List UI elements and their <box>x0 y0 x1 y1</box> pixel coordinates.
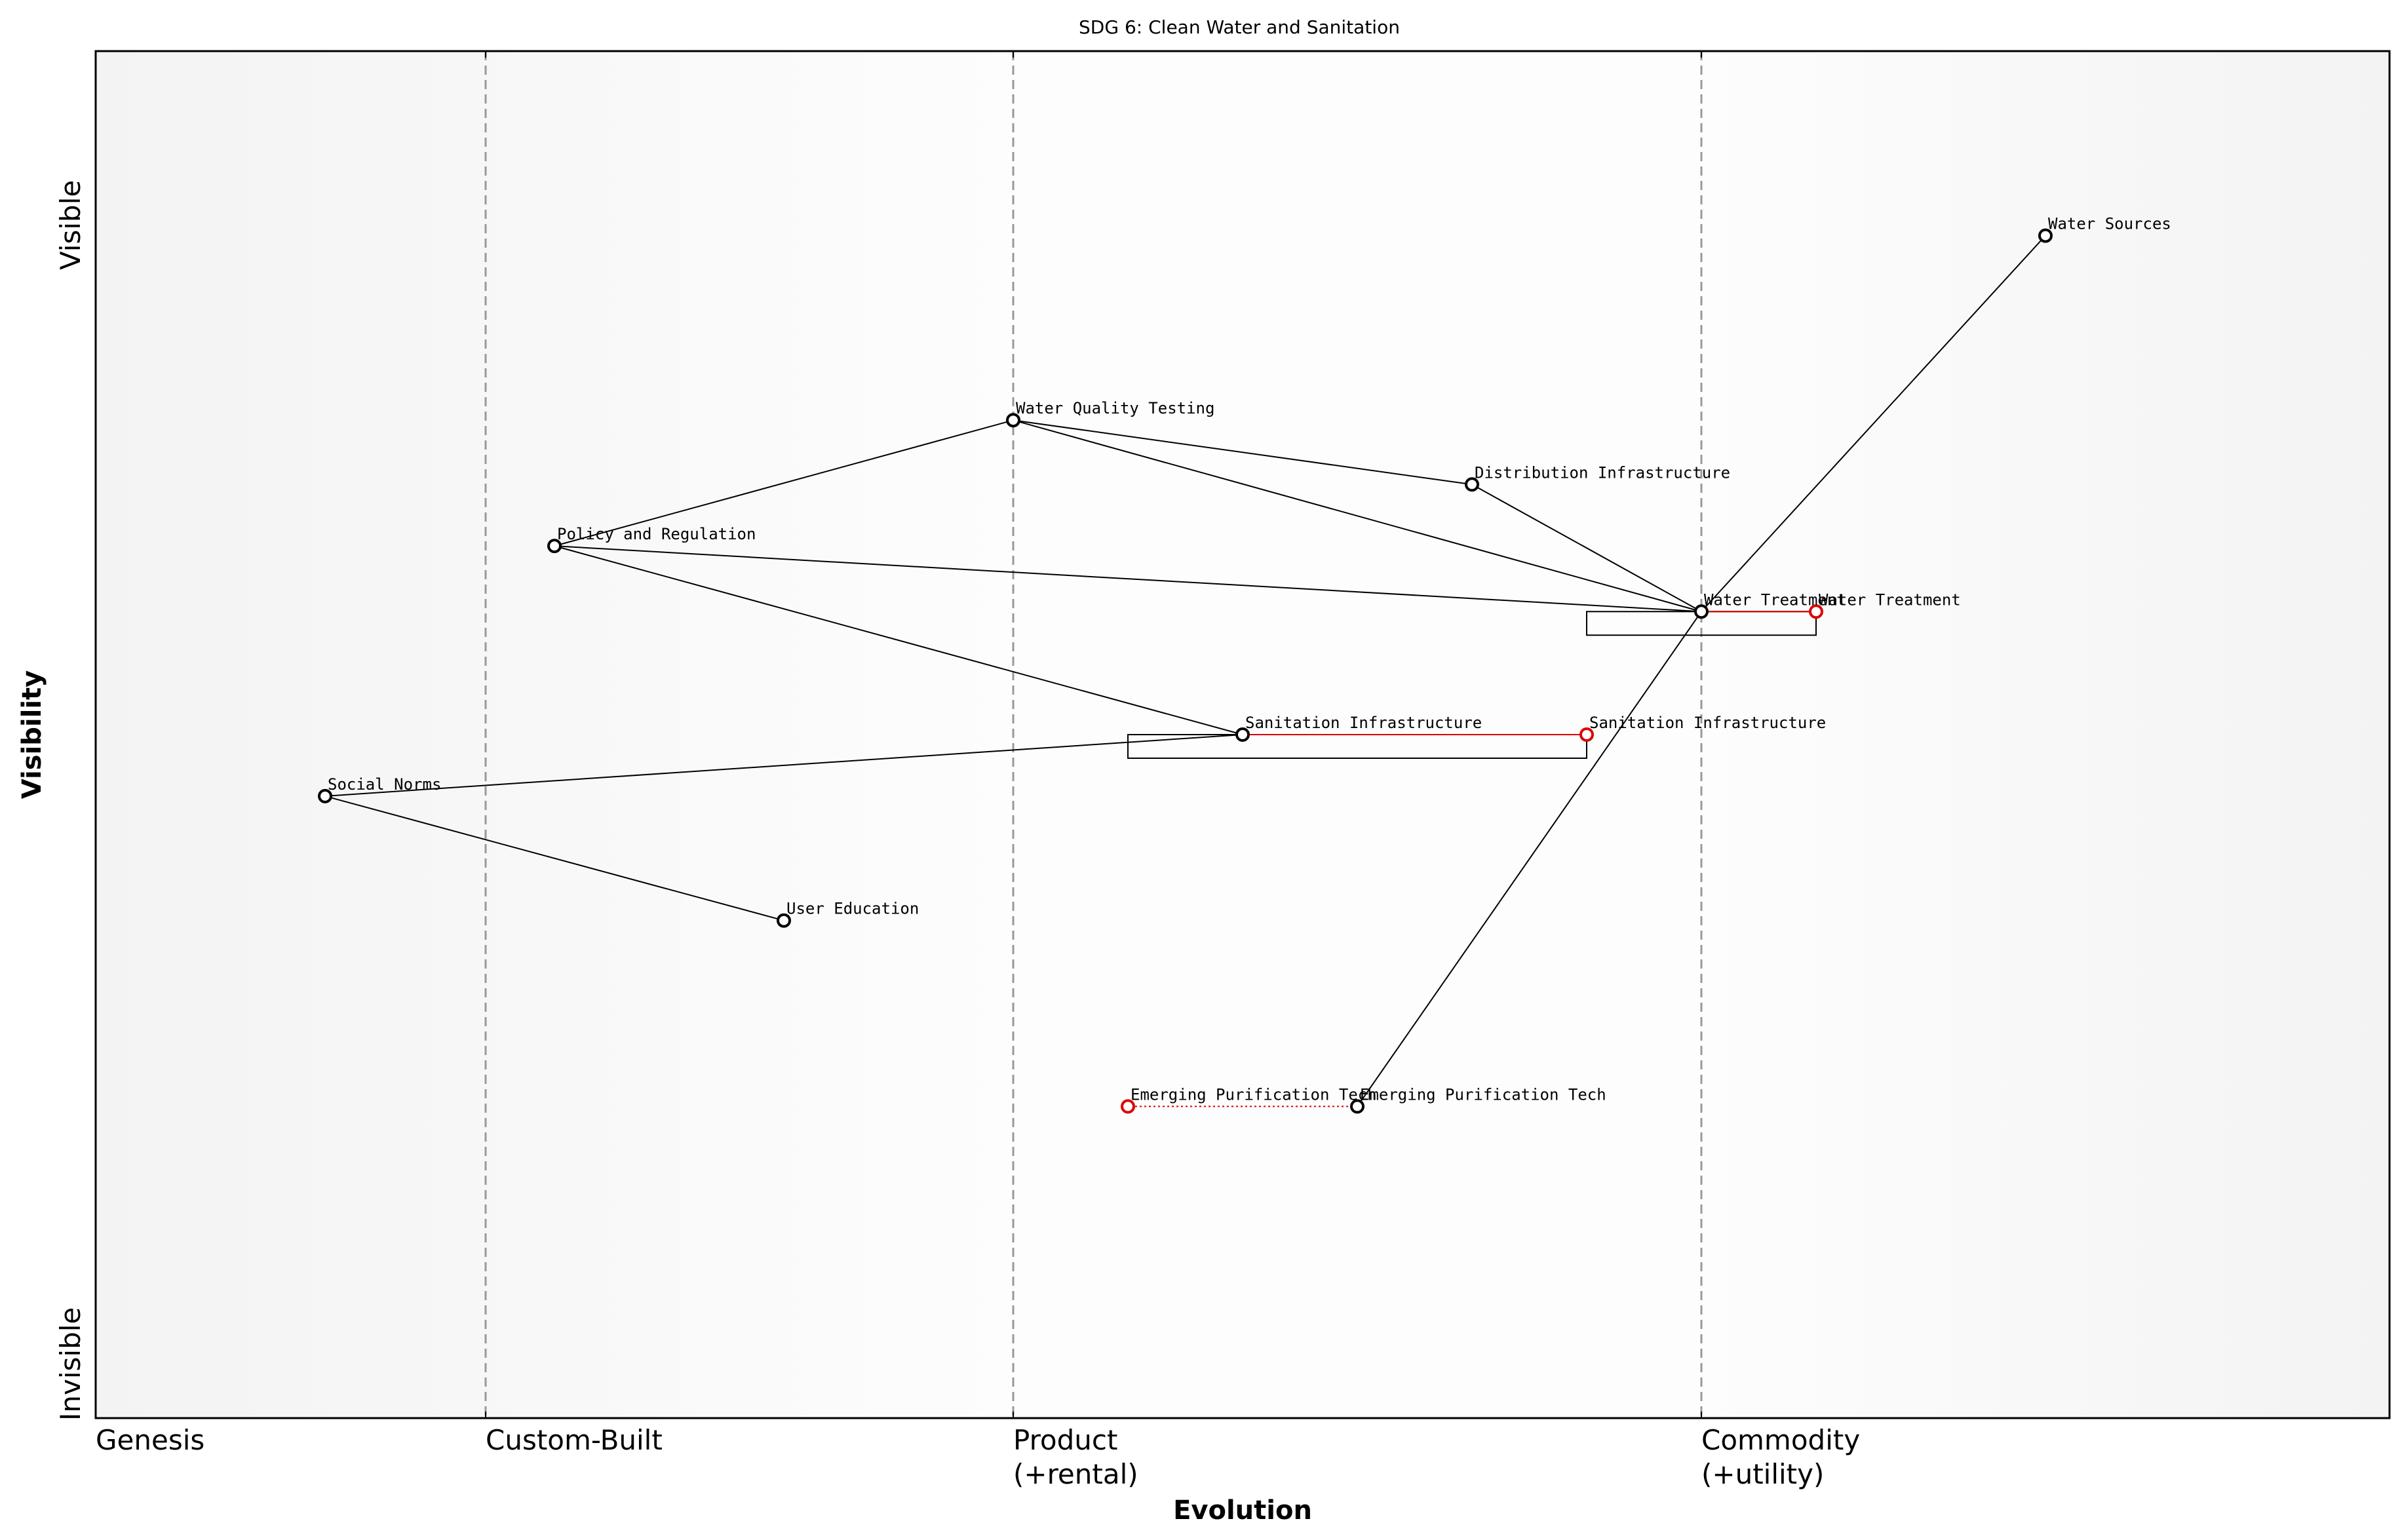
map-title: SDG 6: Clean Water and Sanitation <box>1079 16 1400 38</box>
dependency-link <box>1013 419 1702 613</box>
evolution-lines <box>1128 611 1816 1107</box>
component-label: Water Treatment <box>1704 590 1846 609</box>
dependency-link <box>324 734 1243 797</box>
component-labels: Water Sources Water Quality Testing Distri… <box>328 215 2171 1104</box>
component-node[interactable] <box>1579 727 1594 742</box>
dependency-link <box>1013 419 1473 486</box>
component-node[interactable] <box>2038 228 2053 243</box>
plot-frame <box>94 50 2391 1419</box>
dependency-link <box>324 795 784 921</box>
component-node[interactable] <box>547 539 562 554</box>
component-label: Distribution Infrastructure <box>1475 463 1730 482</box>
component-node[interactable] <box>1350 1099 1365 1114</box>
dependency-link <box>1701 235 2046 612</box>
component-node[interactable] <box>1006 413 1020 428</box>
stage-genesis-line1: Genesis <box>96 1424 204 1456</box>
component-label: Water Treatment <box>1819 590 1961 609</box>
stage-commodity-line2: (+utility) <box>1701 1458 1824 1490</box>
component-label: Emerging Purification Tech <box>1360 1085 1606 1104</box>
component-node[interactable] <box>777 913 791 928</box>
stage-commodity-line1: Commodity <box>1701 1424 1860 1456</box>
component-label: Sanitation Infrastructure <box>1589 714 1826 732</box>
stage-dividers <box>484 51 1703 1418</box>
dependency-links <box>324 235 2046 1107</box>
component-label: Policy and Regulation <box>557 525 756 543</box>
dependency-link <box>554 545 1243 735</box>
component-label: Emerging Purification Tech <box>1131 1085 1377 1104</box>
component-node[interactable] <box>1465 477 1479 492</box>
stage-genesis-label: Genesis <box>96 1424 204 1456</box>
y-visible-label: Visible <box>54 180 87 270</box>
component-label: Sanitation Infrastructure <box>1245 714 1482 732</box>
component-node[interactable] <box>1809 604 1823 619</box>
stage-product-line1: Product <box>1013 1424 1117 1456</box>
component-label: Social Norms <box>328 775 441 794</box>
component-node[interactable] <box>318 788 332 803</box>
components <box>318 228 2053 1114</box>
stage-custom-line1: Custom-Built <box>486 1424 663 1456</box>
stage-commodity-label: Commodity (+utility) <box>1701 1424 1860 1490</box>
component-label: Water Quality Testing <box>1016 399 1214 417</box>
dependency-link <box>1471 484 1702 613</box>
stage-custom-label: Custom-Built <box>486 1424 663 1456</box>
y-axis-title: Visibility <box>17 670 47 799</box>
stage-product-label: Product (+rental) <box>1013 1424 1138 1490</box>
dependency-link <box>554 545 1702 613</box>
component-node[interactable] <box>1235 727 1250 742</box>
component-label: User Education <box>786 900 919 918</box>
x-axis-ticks <box>485 51 1702 1418</box>
x-axis-title: Evolution <box>1173 1495 1312 1526</box>
component-node[interactable] <box>1694 604 1709 619</box>
stage-product-line2: (+rental) <box>1013 1458 1138 1490</box>
dependency-link <box>554 419 1014 547</box>
component-label: Water Sources <box>2048 215 2171 233</box>
dependency-link <box>1357 611 1702 1107</box>
y-invisible-label: Invisible <box>54 1307 87 1421</box>
component-node[interactable] <box>1121 1099 1135 1114</box>
